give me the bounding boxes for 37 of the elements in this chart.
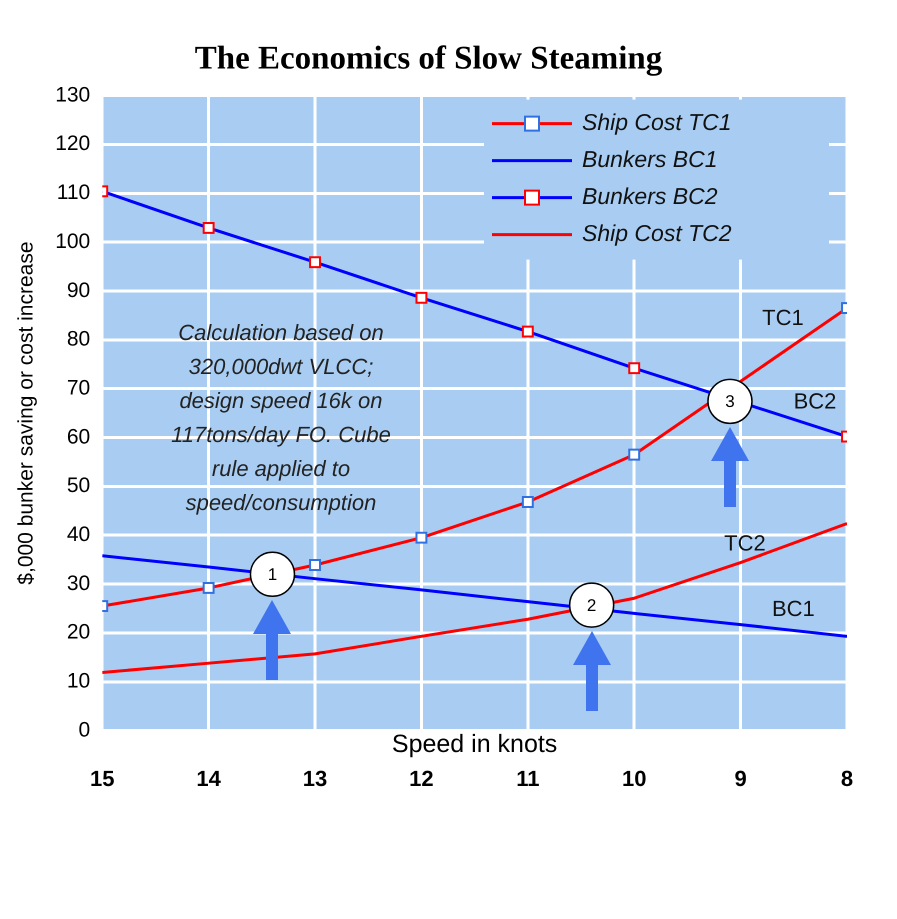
y-tick-label: 10 <box>66 670 90 693</box>
annotation: BC1 <box>772 596 815 622</box>
x-tick-label: 9 <box>734 766 747 791</box>
x-tick-label: 10 <box>622 766 646 791</box>
annotation: BC2 <box>794 388 836 414</box>
y-tick-label: 90 <box>66 278 90 302</box>
x-tick-label: 8 <box>840 766 854 791</box>
annotation: 2 <box>586 596 596 615</box>
annotation: Calculation based on 320,000dwt VLCC; design speed 16k on 117tons/day FO. Cube rule applied to speed/consumption <box>171 320 391 515</box>
y-tick-label: 110 <box>56 181 90 204</box>
x-tick-label: 12 <box>409 766 434 791</box>
annotation: 1 <box>268 564 278 584</box>
x-tick-label: 15 <box>90 766 114 791</box>
y-tick-label: 120 <box>55 132 90 156</box>
y-tick-label: 60 <box>66 425 90 448</box>
y-tick-label: 0 <box>78 718 90 742</box>
y-tick-label: 30 <box>66 572 90 595</box>
annotation: TC1 <box>762 305 804 330</box>
legend-label: Ship Cost TC2 <box>582 220 732 246</box>
y-tick-label: 80 <box>66 328 90 351</box>
legend-label: Ship Cost TC1 <box>582 108 732 135</box>
x-axis-title: Speed in knots <box>392 730 558 758</box>
x-tick-label: 14 <box>196 766 222 791</box>
legend-label: Bunkers BC2 <box>582 182 718 209</box>
y-tick-label: 100 <box>55 230 90 253</box>
y-tick-label: 70 <box>66 376 90 400</box>
x-tick-label: 11 <box>516 766 540 791</box>
annotation: TC2 <box>724 530 766 556</box>
y-tick-label: 130 <box>55 83 90 106</box>
y-tick-label: 50 <box>66 474 90 498</box>
y-tick-label: 20 <box>66 620 90 644</box>
legend-label: Bunkers BC1 <box>582 146 718 172</box>
chart-title: The Economics of Slow Steaming <box>194 40 663 76</box>
x-tick-label: 13 <box>302 766 328 791</box>
y-axis-title: $,000 bunker saving or cost increase <box>14 242 38 585</box>
y-tick-label: 40 <box>66 523 90 546</box>
annotation: 3 <box>725 392 735 412</box>
